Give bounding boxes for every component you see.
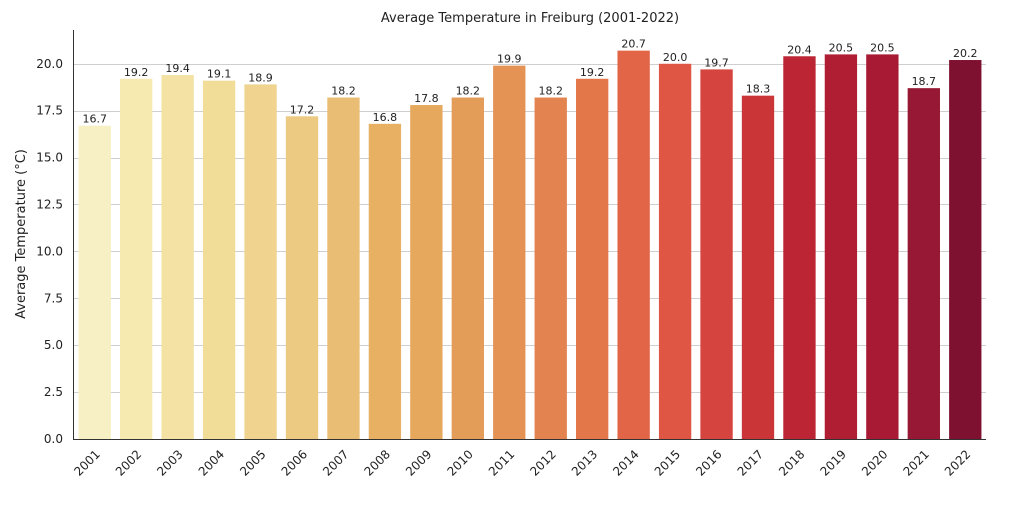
bar-2003	[161, 75, 194, 439]
bar-2021	[907, 88, 940, 439]
y-ticks: 0.0 2.5 5.0 7.5 10.0 12.5 15.0 17.5 20.0	[36, 57, 63, 446]
data-label-2020: 20.5	[870, 41, 895, 54]
x-tick-label: 2007	[320, 447, 351, 478]
y-axis-label: Average Temperature (°C)	[14, 149, 29, 319]
data-label-2005: 18.9	[248, 71, 273, 84]
x-tick-label: 2016	[693, 447, 724, 478]
x-tick-label: 2014	[610, 447, 641, 478]
bar-2004	[202, 80, 236, 440]
bar-2014	[617, 50, 650, 440]
bar-2022	[949, 60, 982, 440]
x-tick-label: 2002	[113, 447, 144, 478]
y-tick-label: 15.0	[36, 151, 63, 165]
data-label-2002: 19.2	[124, 66, 149, 79]
x-tick-label: 2003	[154, 447, 185, 478]
data-label-2019: 20.5	[829, 41, 854, 54]
x-tick-label: 2011	[486, 447, 517, 478]
x-tick-label: 2020	[859, 447, 890, 478]
y-tick-label: 17.5	[36, 104, 63, 118]
y-tick-label: 20.0	[36, 57, 63, 71]
y-tick-label: 7.5	[44, 291, 63, 305]
data-label-2014: 20.7	[621, 38, 646, 51]
bar-2001	[78, 125, 111, 440]
x-tick-label: 2006	[279, 447, 310, 478]
chart-title: Average Temperature in Freiburg (2001-20…	[381, 11, 679, 26]
bar-2008	[368, 123, 402, 439]
bar-2005	[244, 84, 277, 439]
data-label-2022: 20.2	[953, 47, 978, 60]
x-tick-label: 2015	[652, 447, 683, 478]
data-label-2018: 20.4	[787, 43, 812, 56]
x-tick-label: 2012	[527, 447, 558, 478]
x-tick-label: 2021	[900, 447, 931, 478]
bar-2020	[866, 54, 899, 440]
data-label-2007: 18.2	[331, 85, 356, 98]
y-tick-label: 10.0	[36, 244, 63, 258]
bar-2018	[783, 56, 816, 440]
bar-2002	[120, 78, 153, 439]
bar-2009	[410, 105, 443, 439]
y-tick-label: 12.5	[36, 197, 63, 211]
x-tick-label: 2009	[403, 447, 434, 478]
bar-2019	[824, 54, 858, 440]
data-label-2011: 19.9	[497, 53, 522, 66]
bar-2013	[576, 78, 609, 439]
data-label-2017: 18.3	[746, 83, 771, 96]
x-tick-label: 2010	[444, 447, 475, 478]
data-label-2009: 17.8	[414, 92, 439, 105]
data-label-2010: 18.2	[456, 85, 481, 98]
x-ticks: 2001 2002 2003 2004 2005 2006 2007 2008 2009 2010…	[71, 447, 973, 478]
x-tick-label: 2018	[776, 447, 807, 478]
data-label-2004: 19.1	[207, 68, 232, 81]
data-label-2016: 19.7	[704, 56, 729, 69]
x-tick-label: 2013	[569, 447, 600, 478]
bar-2010	[451, 97, 484, 439]
data-label-2008: 16.8	[373, 111, 398, 124]
data-label-2013: 19.2	[580, 66, 605, 79]
y-tick-label: 0.0	[44, 432, 63, 446]
data-label-2012: 18.2	[538, 85, 563, 98]
data-label-2006: 17.2	[290, 103, 315, 116]
bar-2006	[285, 116, 319, 440]
bar-2012	[534, 97, 567, 439]
data-label-2003: 19.4	[165, 62, 190, 75]
x-tick-label: 2001	[71, 447, 102, 478]
bar-2007	[327, 97, 360, 439]
bar-2016	[700, 69, 733, 440]
y-tick-label: 5.0	[44, 338, 63, 352]
x-tick-label: 2004	[196, 447, 227, 478]
x-tick-label: 2005	[237, 447, 268, 478]
bar-2015	[658, 63, 692, 440]
bar-2017	[741, 95, 775, 440]
data-labels: 16.7 19.2 19.4 19.1 18.9 17.2 18.2 16.8 17.8 18.2…	[82, 38, 977, 126]
data-label-2021: 18.7	[912, 75, 937, 88]
bars	[78, 50, 982, 440]
x-tick-label: 2022	[942, 447, 973, 478]
bar-2011	[493, 65, 526, 439]
data-label-2015: 20.0	[663, 51, 688, 64]
x-tick-label: 2019	[818, 447, 849, 478]
x-tick-label: 2017	[735, 447, 766, 478]
x-tick-label: 2008	[362, 447, 393, 478]
y-tick-label: 2.5	[44, 385, 63, 399]
data-label-2001: 16.7	[82, 113, 107, 126]
